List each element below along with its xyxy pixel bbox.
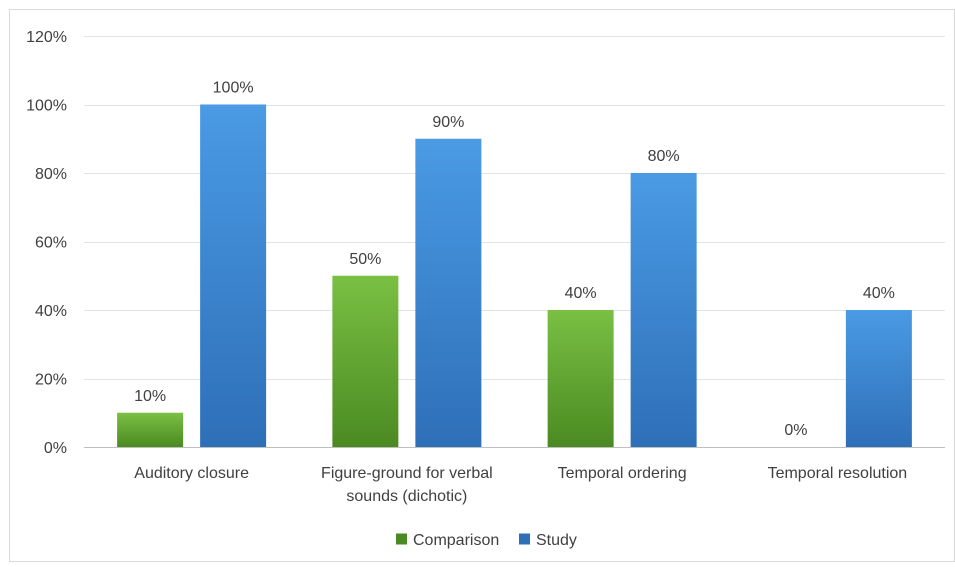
chart-border <box>9 9 955 562</box>
y-axis-tick-labels: 0% 20% 40% 60% 80% 100% 120% <box>26 29 67 457</box>
legend: Comparison Study <box>396 532 577 549</box>
y-tick-label: 60% <box>35 235 67 252</box>
x-tick-label: sounds (dichotic) <box>346 488 467 505</box>
y-tick-label: 20% <box>35 372 67 389</box>
data-label: 10% <box>134 388 166 405</box>
legend-swatch-study <box>519 533 530 545</box>
data-label: 80% <box>648 148 680 165</box>
bar-study <box>630 173 697 447</box>
legend-label-study: Study <box>536 532 577 549</box>
x-tick-label: Temporal ordering <box>558 465 687 482</box>
y-tick-label: 100% <box>26 98 67 115</box>
bar-study <box>415 138 482 447</box>
x-tick-label: Temporal resolution <box>768 465 908 482</box>
bar-study <box>200 104 267 447</box>
data-label: 50% <box>349 251 381 268</box>
legend-swatch-comparison <box>396 533 407 545</box>
bar-study <box>845 310 912 447</box>
legend-label-comparison: Comparison <box>413 532 499 549</box>
y-tick-label: 80% <box>35 166 67 183</box>
y-tick-label: 120% <box>26 29 67 46</box>
bar-comparison <box>547 310 614 447</box>
x-tick-label: Figure-ground for verbal <box>321 465 493 482</box>
data-labels: 10% 100% 50% 90% 40% 80% 0% 40% <box>134 80 895 440</box>
bar-comparison <box>117 412 184 447</box>
data-label: 40% <box>863 285 895 302</box>
data-label: 90% <box>432 114 464 131</box>
x-tick-label: Auditory closure <box>134 465 249 482</box>
x-axis-tick-labels: Auditory closure Figure-ground for verbal… <box>134 465 907 505</box>
y-tick-label: 0% <box>44 440 67 457</box>
data-label: 0% <box>784 422 807 439</box>
data-label: 40% <box>565 285 597 302</box>
bar-comparison <box>332 275 399 447</box>
bars <box>117 104 912 447</box>
y-tick-label: 40% <box>35 303 67 320</box>
data-label: 100% <box>213 80 254 97</box>
